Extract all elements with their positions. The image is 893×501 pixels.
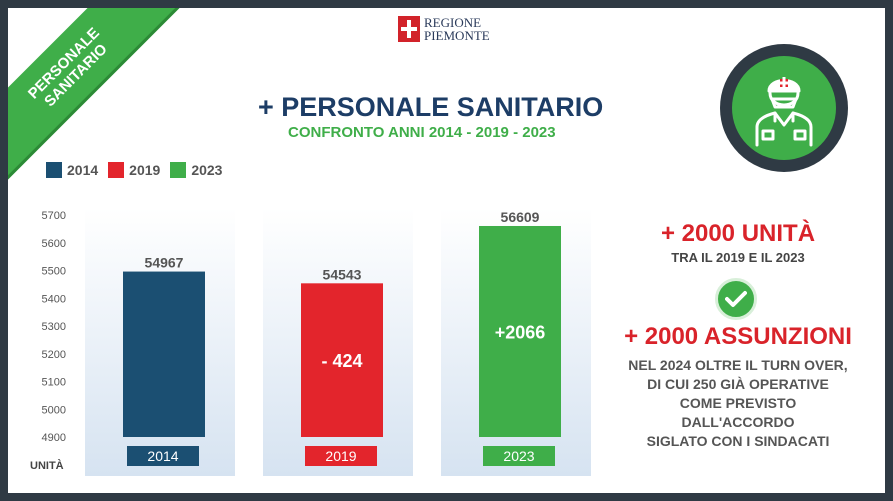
bar-value-label-2023: 56609 [501,209,540,225]
detail-line: SIGLATO CON I SINDACATI [646,433,830,449]
regione-logo: REGIONE PIEMONTE [398,16,490,42]
page-subtitle: CONFRONTO ANNI 2014 - 2019 - 2023 [288,124,556,141]
bar-change-label-2019: - 424 [321,351,362,371]
bar-value-label-2019: 54543 [323,266,362,282]
cross-shield-icon [398,16,420,42]
doctor-badge [720,44,848,172]
bar-2023 [479,225,561,437]
detail-line: DALL'ACCORDO [681,414,795,430]
bar-2014 [123,271,205,437]
checkmark-badge [715,278,757,320]
logo-line-1: REGIONE [424,15,482,30]
detail-line: COME PREVISTO [679,395,797,411]
y-tick-label: 5000 [42,404,66,416]
units-subtext: TRA IL 2019 E IL 2023 [671,250,805,265]
y-tick-label: 5600 [42,238,66,250]
legend-swatch-2023 [170,162,187,178]
y-tick-label: 5400 [42,293,66,305]
doctor-icon [755,77,813,147]
bar-value-label-2014: 54967 [145,255,184,271]
headline-hires: + 2000 ASSUNZIONI [624,323,852,350]
legend-label-2019: 2019 [129,162,161,178]
infographic-card: PERSONALE SANITARIO REGIONE PIEMONTE + P… [8,8,885,493]
category-label-2023: 2023 [503,448,534,464]
legend-item-2019: 2019 [108,162,160,178]
bar-2019 [301,283,383,437]
legend-label-2023: 2023 [191,162,223,178]
detail-line: DI CUI 250 GIÀ OPERATIVE [647,376,829,392]
logo-line-2: PIEMONTE [424,28,490,43]
page-title: + PERSONALE SANITARIO [258,92,604,122]
bar-change-label-2023: +2066 [495,322,546,342]
chart-legend: 2014 2019 2023 [46,162,232,178]
legend-item-2014: 2014 [46,162,98,178]
legend-swatch-2019 [108,162,125,178]
hires-details: NEL 2024 OLTRE IL TURN OVER, DI CUI 250 … [598,356,878,451]
y-axis-label: UNITÀ [30,459,64,472]
y-tick-label: 4900 [42,432,66,444]
category-box-2014 [127,446,199,466]
y-tick-label: 5300 [42,321,66,333]
bar-chart: 4900 5000 5100 5200 5300 5400 5500 5600 5700 UNIT… [30,208,591,476]
category-box-2023 [483,446,555,466]
legend-label-2014: 2014 [67,162,99,178]
category-label-2019: 2019 [325,448,356,464]
y-tick-label: 5700 [42,210,66,222]
y-tick-label: 5100 [42,377,66,389]
y-tick-label: 5200 [42,349,66,361]
detail-line: NEL 2024 OLTRE IL TURN OVER, [628,357,848,373]
category-label-2014: 2014 [147,448,178,464]
legend-item-2023: 2023 [170,162,222,178]
checkmark-icon [725,291,747,307]
legend-swatch-2014 [46,162,62,178]
category-box-2019 [305,446,377,466]
headline-units: + 2000 UNITÀ [660,220,816,247]
y-tick-label: 5500 [42,266,66,278]
